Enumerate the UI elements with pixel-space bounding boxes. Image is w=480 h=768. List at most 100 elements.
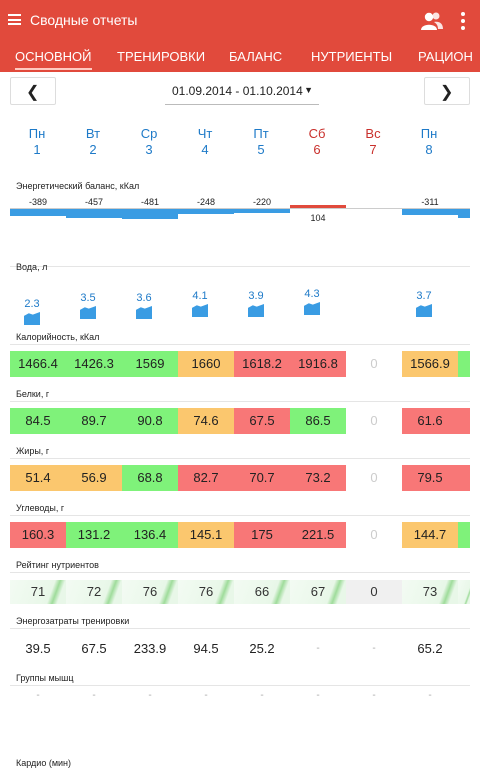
tab-nutrients[interactable]: НУТРИЕНТЫ xyxy=(311,49,393,64)
training-energy-label: Энергозатраты тренировки xyxy=(16,616,130,626)
carbs-cell: 144.7 xyxy=(402,522,458,548)
muscle-group-empty: - xyxy=(92,690,96,701)
day-name: Вт xyxy=(85,126,101,141)
water-label: Вода, л xyxy=(16,262,48,272)
user-group-icon[interactable] xyxy=(421,11,443,31)
divider xyxy=(10,628,470,629)
next-period-button[interactable]: ❯ xyxy=(424,77,470,105)
proteins-cell: 84.5 xyxy=(10,408,66,434)
calories-cell: 1466.4 xyxy=(10,351,66,377)
carbs-cell: 221.5 xyxy=(290,522,346,548)
day-number: 2 xyxy=(89,142,97,157)
training-energy-value: 94.5 xyxy=(193,641,219,656)
day-number: 3 xyxy=(145,142,153,157)
balance-value: -311 xyxy=(421,197,439,207)
calories-cell: 1660 xyxy=(178,351,234,377)
tab-main[interactable]: ОСНОВНОЙ xyxy=(15,49,92,70)
balance-axis xyxy=(10,208,470,209)
training-energy-value: 39.5 xyxy=(25,641,51,656)
carbs-cell: 145.1 xyxy=(178,522,234,548)
rating-cell: 72 xyxy=(66,580,122,604)
menu-icon[interactable] xyxy=(8,14,21,25)
proteins-cell: 90.8 xyxy=(122,408,178,434)
prev-period-button[interactable]: ❮ xyxy=(10,77,56,105)
rating-cell: 76 xyxy=(178,580,234,604)
muscle-group-empty: - xyxy=(36,690,40,701)
water-value: 3.9 xyxy=(248,290,264,302)
day-header: Вт 2 xyxy=(73,126,113,158)
tab-bar: ОСНОВНОЙ ТРЕНИРОВКИ БАЛАНС НУТРИЕНТЫ РАЦ… xyxy=(0,42,480,72)
training-energy-value: 67.5 xyxy=(81,641,107,656)
fats-cell: 56.9 xyxy=(66,465,122,491)
balance-bar xyxy=(10,209,66,216)
app-bar: Сводные отчеты xyxy=(0,0,480,42)
calories-cell: 1618.2 xyxy=(234,351,290,377)
day-header: Чт 4 xyxy=(185,126,225,158)
proteins-cell: 74.6 xyxy=(178,408,234,434)
muscle-group-empty: - xyxy=(204,690,208,701)
training-energy-empty: - xyxy=(316,643,320,654)
muscle-group-empty: - xyxy=(372,690,376,701)
carbs-cell: 160.3 xyxy=(10,522,66,548)
tab-trainings[interactable]: ТРЕНИРОВКИ xyxy=(117,49,206,64)
rating-cell: 71 xyxy=(10,580,66,604)
water-icon xyxy=(80,306,96,319)
muscle-group-empty: - xyxy=(148,690,152,701)
water-icon xyxy=(136,306,152,319)
water-icon xyxy=(24,312,40,325)
day-number: 1 xyxy=(33,142,41,157)
muscle-groups-label: Группы мышц xyxy=(16,673,74,683)
day-header: Ср 3 xyxy=(129,126,169,158)
day-name: Пн xyxy=(420,126,438,141)
balance-bar xyxy=(178,209,234,214)
water-icon xyxy=(248,304,264,317)
tab-balance[interactable]: БАЛАНС xyxy=(229,49,283,64)
calories-cell: 1569 xyxy=(122,351,178,377)
training-energy-empty: - xyxy=(372,643,376,654)
rating-cell: 66 xyxy=(234,580,290,604)
chevron-right-icon: ❯ xyxy=(440,84,454,101)
rating-cell: 0 xyxy=(346,580,402,604)
fats-cell: 0 xyxy=(370,470,378,485)
proteins-label: Белки, г xyxy=(16,389,50,399)
day-number: 5 xyxy=(257,142,265,157)
tab-diet[interactable]: РАЦИОН xyxy=(418,49,473,64)
water-value: 3.5 xyxy=(80,292,96,304)
training-energy-value: 65.2 xyxy=(417,641,443,656)
water-value: 2.3 xyxy=(24,298,40,310)
fats-label: Жиры, г xyxy=(16,446,50,456)
calories-cell: 1566.9 xyxy=(402,351,458,377)
rating-cell-partial xyxy=(458,580,470,604)
water-value: 4.3 xyxy=(304,288,320,300)
calories-cell: 1916.8 xyxy=(290,351,346,377)
water-icon xyxy=(416,304,432,317)
divider xyxy=(10,401,470,402)
water-value: 3.6 xyxy=(136,292,152,304)
divider xyxy=(10,458,470,459)
calories-label: Калорийность, кКал xyxy=(16,332,100,342)
carbs-cell-partial xyxy=(458,522,470,548)
balance-value: 104 xyxy=(310,213,326,223)
calories-cell: 1426.3 xyxy=(66,351,122,377)
proteins-cell-partial xyxy=(458,408,470,434)
calories-cell: 0 xyxy=(370,356,378,371)
fats-cell: 82.7 xyxy=(178,465,234,491)
training-energy-value: 25.2 xyxy=(249,641,275,656)
fats-cell: 70.7 xyxy=(234,465,290,491)
more-vert-icon[interactable] xyxy=(461,12,465,30)
muscle-group-empty: - xyxy=(428,690,432,701)
day-header: Вс 7 xyxy=(353,126,393,158)
balance-value: -457 xyxy=(84,197,103,207)
date-range-text: 01.09.2014 - 01.10.2014 xyxy=(172,84,303,98)
day-name: Ср xyxy=(140,126,158,141)
day-number: 6 xyxy=(313,142,321,157)
balance-bar xyxy=(290,205,346,208)
day-name: Пн xyxy=(28,126,46,141)
day-name: Пт xyxy=(253,126,269,141)
date-range-select[interactable]: 01.09.2014 - 01.10.2014 ▼ xyxy=(165,80,319,105)
day-header: Пн 1 xyxy=(17,126,57,158)
balance-value: -220 xyxy=(252,197,271,207)
carbs-cell: 0 xyxy=(370,527,378,542)
balance-bar xyxy=(402,209,458,215)
rating-cell: 76 xyxy=(122,580,178,604)
